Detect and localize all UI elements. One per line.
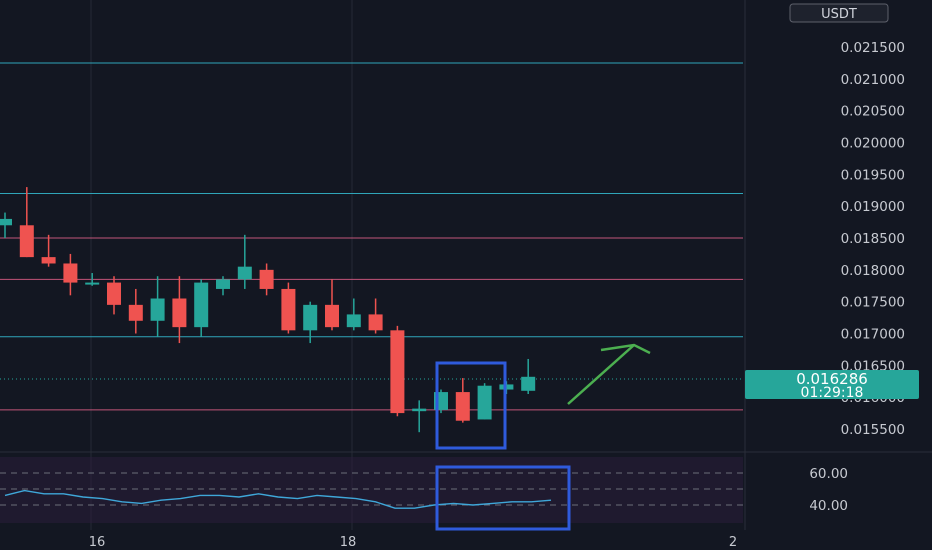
candle-body bbox=[368, 314, 383, 331]
candle-body bbox=[0, 218, 12, 226]
candle-body bbox=[19, 225, 34, 258]
price-tick-label: 0.020000 bbox=[841, 135, 905, 151]
price-tick-label: 0.018500 bbox=[841, 231, 905, 247]
price-tick-label: 0.019000 bbox=[841, 199, 905, 215]
candle-body bbox=[455, 392, 470, 421]
rsi-tick-label: 60.00 bbox=[809, 466, 848, 482]
candle-body bbox=[194, 282, 209, 328]
price-tick-label: 0.021500 bbox=[841, 40, 905, 56]
rsi-indicator bbox=[0, 472, 743, 509]
candle-body bbox=[325, 304, 339, 328]
candle-body bbox=[477, 385, 492, 420]
trend-arrow-shaft bbox=[567, 344, 635, 405]
time-tick-label: 18 bbox=[340, 535, 357, 550]
currency-label-text: USDT bbox=[821, 7, 857, 22]
time-tick-label: 16 bbox=[89, 535, 106, 550]
candlestick-series bbox=[0, 187, 536, 433]
candle-body bbox=[281, 288, 296, 331]
current-price-badge: 0.016286 01:29:18 bbox=[745, 370, 919, 401]
highlight-box-candles bbox=[435, 361, 507, 450]
price-tick-label: 0.015500 bbox=[841, 422, 905, 438]
candle-body bbox=[41, 257, 56, 264]
candle-body bbox=[303, 304, 318, 331]
time-tick-label: 2 bbox=[729, 535, 737, 550]
price-badge-box bbox=[745, 370, 919, 399]
rsi-tick-label: 40.00 bbox=[809, 498, 848, 514]
trend-arrow-head bbox=[600, 343, 651, 355]
grid-lines bbox=[0, 0, 932, 530]
candle-body bbox=[128, 304, 143, 321]
time-axis: 16 18 2 bbox=[89, 535, 737, 550]
price-badge-value: 0.016286 bbox=[796, 370, 868, 388]
price-tick-label: 0.017000 bbox=[841, 326, 905, 342]
price-tick-label: 0.020500 bbox=[841, 104, 905, 120]
price-tick-label: 0.019500 bbox=[841, 167, 905, 183]
candle-body bbox=[412, 408, 427, 412]
candle-body bbox=[172, 298, 187, 328]
rsi-background-band bbox=[0, 457, 743, 523]
annotations bbox=[435, 343, 651, 531]
rsi-line bbox=[4, 489, 552, 509]
candle-body bbox=[390, 330, 405, 414]
candle-body bbox=[216, 279, 230, 289]
candle-body bbox=[346, 314, 361, 328]
price-tick-label: 0.018000 bbox=[841, 263, 905, 279]
price-badge-countdown: 01:29:18 bbox=[801, 385, 864, 401]
candle-body bbox=[237, 266, 252, 280]
price-tick-label: 0.021000 bbox=[841, 72, 905, 88]
price-tick-label: 0.017500 bbox=[841, 295, 905, 311]
currency-label-box bbox=[789, 3, 889, 23]
candle-body bbox=[85, 282, 100, 285]
currency-label[interactable]: USDT bbox=[789, 3, 889, 23]
candle-body bbox=[63, 263, 78, 283]
candle-body bbox=[259, 269, 274, 289]
candle-body bbox=[150, 298, 165, 321]
candle-body bbox=[521, 376, 536, 391]
highlight-box-rsi bbox=[435, 465, 571, 531]
horizontal-levels bbox=[0, 62, 743, 411]
candle-body bbox=[107, 282, 121, 305]
